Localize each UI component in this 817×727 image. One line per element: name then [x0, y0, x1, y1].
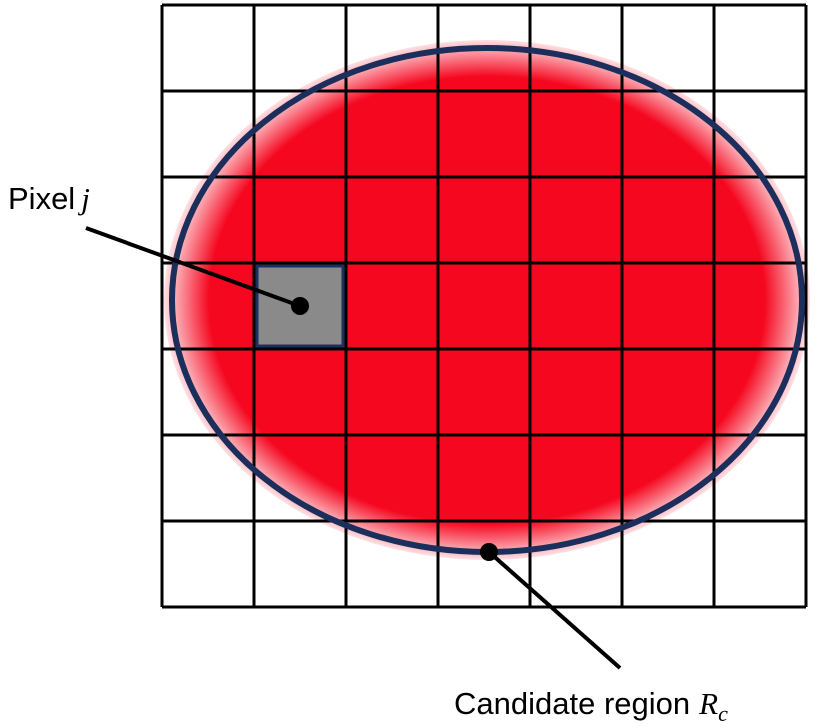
candidate-region-fill: [164, 40, 810, 560]
candidate-region-fill-ellipse: [164, 40, 810, 560]
pixel-label-text: Pixel: [8, 181, 75, 216]
region-label-subscript: c: [718, 701, 728, 726]
region-label-symbol: R: [698, 686, 718, 721]
pixel-label-symbol: j: [77, 181, 90, 216]
leader-lines: [85, 226, 622, 670]
pixel-j-group: [255, 264, 345, 348]
pixel-j-square: [255, 264, 345, 348]
pixel-label: Pixel j: [8, 181, 90, 216]
region-label: Candidate region Rc: [454, 686, 728, 726]
region-label-text: Candidate region: [454, 686, 690, 721]
pixel-leader-line: [85, 226, 301, 308]
region-leader-line: [487, 550, 622, 670]
pixel-grid: [160, 3, 808, 609]
